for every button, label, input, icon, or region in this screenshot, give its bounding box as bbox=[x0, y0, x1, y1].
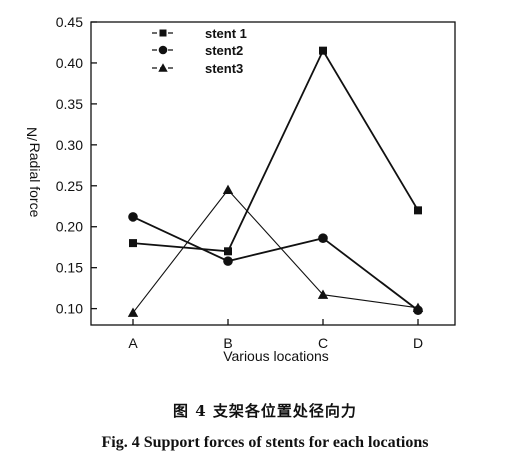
legend-marker bbox=[159, 29, 167, 37]
data-point bbox=[127, 307, 139, 317]
legend-label: stent 1 bbox=[205, 26, 247, 41]
plot-frame bbox=[90, 21, 456, 326]
x-axis-title: Various locations bbox=[223, 348, 329, 364]
axes bbox=[90, 21, 456, 326]
data-point bbox=[224, 247, 232, 256]
y-tick-label: 0.35 bbox=[56, 96, 83, 112]
y-tick-label: 0.45 bbox=[56, 14, 83, 30]
legend-entry: stent2 bbox=[152, 43, 243, 58]
caption-chinese: 图 4 支架各位置处径向力 bbox=[173, 402, 357, 420]
y-tick-label: 0.15 bbox=[56, 260, 83, 276]
data-point bbox=[223, 256, 233, 266]
x-axis-ticks: A B C D bbox=[128, 319, 423, 351]
data-point bbox=[319, 46, 327, 55]
series-2 bbox=[128, 212, 423, 316]
legend-entry: stent3 bbox=[152, 61, 243, 76]
data-point bbox=[129, 239, 137, 248]
x-tick-label: B bbox=[223, 335, 232, 351]
y-tick-label: 0.40 bbox=[56, 55, 83, 71]
series-3 bbox=[127, 184, 424, 317]
y-tick-label: 0.30 bbox=[56, 137, 83, 153]
series-line bbox=[132, 216, 419, 311]
x-tick-label: C bbox=[318, 335, 328, 351]
y-tick-label: 0.10 bbox=[56, 301, 83, 317]
data-point bbox=[414, 206, 422, 215]
data-point bbox=[318, 233, 328, 243]
y-tick-label: 0.25 bbox=[56, 178, 83, 194]
y-axis-title-unit: N/ bbox=[24, 127, 40, 141]
legend-entry: stent 1 bbox=[152, 26, 247, 41]
data-point bbox=[222, 184, 234, 195]
x-tick-label: A bbox=[128, 335, 138, 351]
y-axis-ticks: 0.10 0.15 0.20 0.25 0.30 0.35 0.40 0.45 bbox=[56, 14, 97, 317]
series-1 bbox=[129, 46, 422, 256]
data-point bbox=[412, 302, 424, 312]
y-axis-title: Radial force bbox=[27, 143, 43, 218]
legend-marker bbox=[158, 45, 168, 55]
y-tick-label: 0.20 bbox=[56, 219, 83, 235]
series-line bbox=[132, 48, 419, 253]
legend: stent 1 stent2 stent3 bbox=[152, 26, 247, 76]
series-layer bbox=[127, 46, 424, 317]
legend-label: stent3 bbox=[205, 61, 243, 76]
data-point bbox=[128, 212, 138, 222]
data-point bbox=[317, 289, 329, 299]
series-line bbox=[132, 189, 419, 314]
line-chart: 0.10 0.15 0.20 0.25 0.30 0.35 0.40 0.45 A B C D st… bbox=[24, 14, 456, 364]
legend-label: stent2 bbox=[205, 43, 243, 58]
x-tick-label: D bbox=[413, 335, 423, 351]
caption-english: Fig. 4 Support forces of stents for each… bbox=[101, 434, 429, 451]
legend-marker bbox=[158, 63, 168, 72]
